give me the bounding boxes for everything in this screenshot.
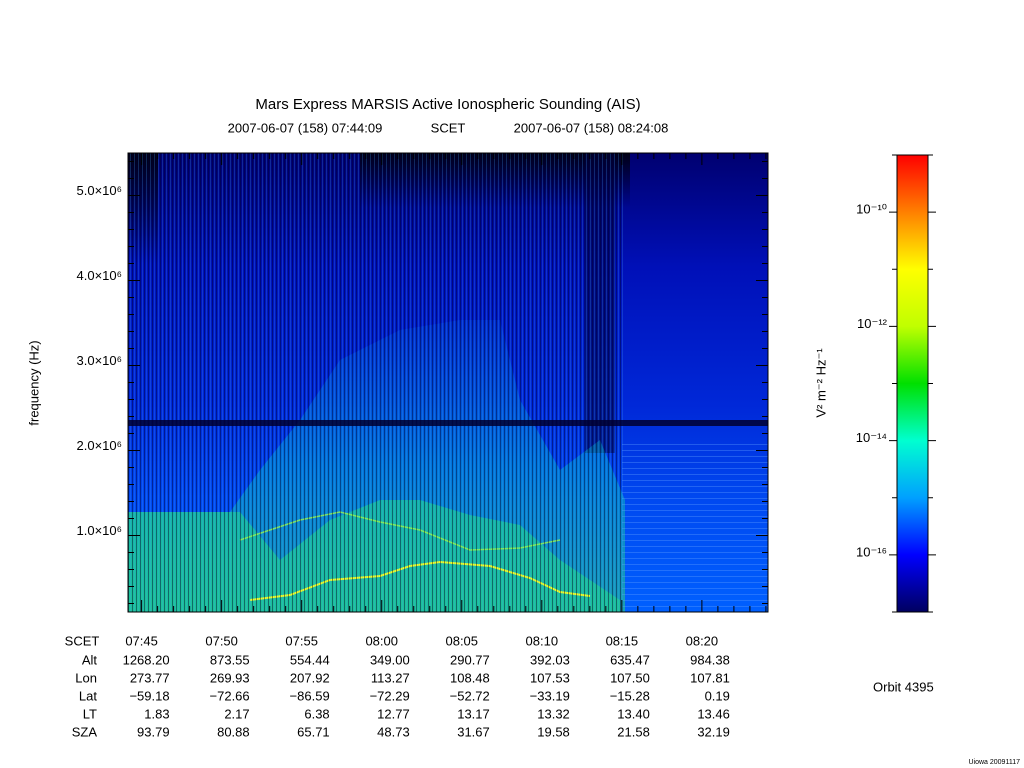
ephemeris-value: −33.19	[530, 688, 570, 703]
ephemeris-value: 290.77	[450, 652, 490, 667]
time-system: SCET	[431, 120, 466, 135]
ephemeris-label: Lon	[75, 670, 97, 685]
ephemeris-value: −72.29	[370, 688, 410, 703]
orbit-label: Orbit 4395	[873, 679, 934, 694]
spectrogram-image	[128, 153, 768, 612]
ephemeris-value: 113.27	[371, 670, 410, 685]
ephemeris-value: 32.19	[697, 724, 730, 739]
end-time: 2007-06-07 (158) 08:24:08	[514, 120, 669, 135]
y-tick-label: 1.0×10⁶	[77, 523, 122, 538]
ephemeris-value: 273.77	[130, 670, 170, 685]
x-tick-label: 07:45	[125, 633, 158, 648]
colorbar-label: V² m⁻² Hz⁻¹	[813, 348, 828, 418]
ephemeris-value: 392.03	[530, 652, 570, 667]
ephemeris-value: 6.38	[304, 706, 329, 721]
y-axis-label: frequency (Hz)	[26, 340, 41, 425]
ephemeris-label: SZA	[72, 724, 98, 739]
ephemeris-value: 207.92	[290, 670, 330, 685]
x-tick-label: 07:50	[205, 633, 238, 648]
ephemeris-value: 873.55	[210, 652, 250, 667]
x-tick-label: 08:20	[686, 633, 719, 648]
colorbar-tick-label: 10⁻¹⁶	[856, 544, 887, 559]
ephemeris-value: 80.88	[217, 724, 250, 739]
y-tick-label: 4.0×10⁶	[77, 268, 122, 283]
ephemeris-value: 93.79	[137, 724, 170, 739]
stripe-texture	[622, 440, 768, 612]
ephemeris-value: 1.83	[144, 706, 169, 721]
chart-title: Mars Express MARSIS Active Ionospheric S…	[255, 96, 640, 113]
ephemeris-value: 269.93	[210, 670, 250, 685]
ephemeris-label: Lat	[79, 688, 97, 703]
ephemeris-label: Alt	[82, 652, 98, 667]
y-tick-label: 3.0×10⁶	[77, 353, 122, 368]
ephemeris-value: 31.67	[457, 724, 490, 739]
colorbar-tick-label: 10⁻¹²	[857, 316, 888, 331]
ephemeris-value: 107.81	[690, 670, 730, 685]
ephemeris-value: 2.17	[224, 706, 249, 721]
ephemeris-value: 48.73	[377, 724, 410, 739]
colorbar-tick-label: 10⁻¹⁴	[856, 430, 887, 445]
ephemeris-value: 349.00	[370, 652, 410, 667]
ephemeris-value: 13.17	[457, 706, 490, 721]
y-tick-label: 2.0×10⁶	[77, 438, 122, 453]
x-tick-label: 08:00	[365, 633, 398, 648]
x-tick-label: 08:15	[606, 633, 639, 648]
ephemeris-value: −15.28	[610, 688, 650, 703]
ephemeris-value: 107.53	[530, 670, 570, 685]
ephemeris-label: SCET	[65, 633, 100, 648]
x-tick-label: 08:05	[445, 633, 478, 648]
x-tick-label: 08:10	[526, 633, 559, 648]
start-time: 2007-06-07 (158) 07:44:09	[228, 120, 383, 135]
stripe-texture	[128, 153, 623, 612]
ephemeris-value: 108.48	[450, 670, 490, 685]
ephemeris-value: 21.58	[617, 724, 650, 739]
ephemeris-value: −86.59	[290, 688, 330, 703]
ephemeris-value: 13.32	[537, 706, 570, 721]
ephemeris-value: 984.38	[690, 652, 730, 667]
ephemeris-value: 1268.20	[123, 652, 170, 667]
ephemeris-value: −59.18	[129, 688, 169, 703]
y-tick-label: 5.0×10⁶	[77, 183, 122, 198]
ephemeris-value: 13.40	[617, 706, 650, 721]
ephemeris-value: 65.71	[297, 724, 330, 739]
ephemeris-value: −72.66	[210, 688, 250, 703]
ephemeris-value: 19.58	[537, 724, 570, 739]
ephemeris-value: 107.50	[610, 670, 650, 685]
footer: Uiowa 20091117	[968, 759, 1020, 766]
dark-band	[128, 420, 768, 426]
ephemeris-value: 635.47	[610, 652, 650, 667]
ephemeris-value: 554.44	[290, 652, 330, 667]
colorbar	[896, 154, 929, 613]
ephemeris-value: 0.19	[705, 688, 730, 703]
ephemeris-value: −52.72	[450, 688, 490, 703]
ephemeris-label: LT	[83, 706, 97, 721]
ephemeris-value: 13.46	[697, 706, 730, 721]
ephemeris-value: 12.77	[377, 706, 410, 721]
x-tick-label: 07:55	[285, 633, 318, 648]
colorbar-tick-label: 10⁻¹⁰	[856, 202, 887, 217]
